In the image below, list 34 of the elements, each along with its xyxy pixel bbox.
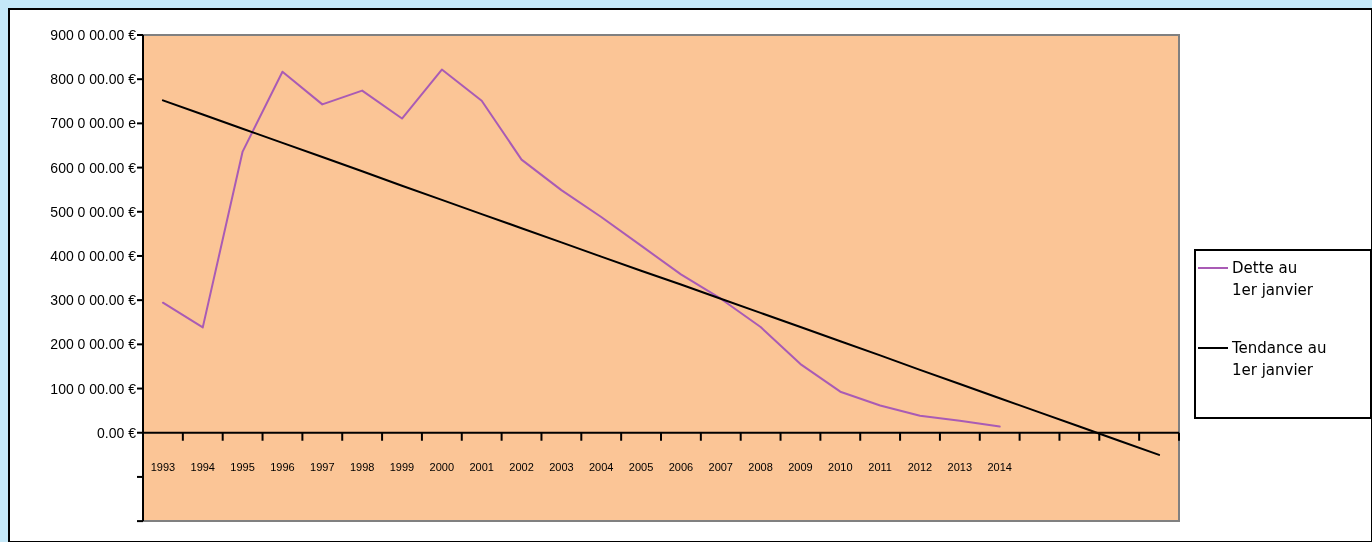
text: 200 0 00.00 € bbox=[50, 336, 137, 353]
text: 500 0 00.00 € bbox=[50, 203, 137, 220]
x-tick-label: 2006 bbox=[668, 460, 694, 473]
x-tick-label: 2010 bbox=[828, 460, 853, 473]
x-tick-label: 1998 bbox=[349, 460, 375, 473]
text: 700 0 00.00 e bbox=[50, 115, 137, 132]
x-tick-label: 2009 bbox=[788, 460, 813, 473]
x-tick-label: 2008 bbox=[748, 460, 773, 473]
x-tick-label: 2011 bbox=[868, 460, 892, 473]
x-tick-label: 2000 bbox=[429, 460, 455, 473]
x-tick-label: 2001 bbox=[469, 460, 494, 473]
x-tick-label: 1997 bbox=[310, 460, 335, 473]
legend-label: Tendance au 1er janvier bbox=[1231, 339, 1327, 379]
legend-label: Dette au 1er janvier bbox=[1232, 259, 1314, 299]
x-tick-label: 1994 bbox=[190, 460, 216, 473]
x-tick-label: 2004 bbox=[588, 460, 614, 473]
x-tick-label: 1993 bbox=[150, 460, 176, 473]
text: 900 0 00.00 € bbox=[50, 27, 137, 43]
text: 400 0 00.00 € bbox=[50, 247, 137, 264]
x-tick-label: 2013 bbox=[947, 460, 973, 473]
x-tick-label: 2007 bbox=[708, 460, 734, 473]
x-tick-label: 1995 bbox=[230, 460, 255, 473]
text: 300 0 00.00 € bbox=[50, 292, 137, 309]
x-tick-label: 2014 bbox=[987, 460, 1012, 473]
text: 800 0 00.00 € bbox=[50, 71, 137, 88]
x-tick-label: 2002 bbox=[509, 460, 534, 473]
x-tick-label: 1999 bbox=[389, 460, 415, 473]
text: 0.00 € bbox=[97, 424, 137, 441]
x-tick-label: 2005 bbox=[628, 460, 654, 473]
text: 100 0 00.00 € bbox=[50, 380, 137, 397]
x-tick-label: 2003 bbox=[549, 460, 574, 473]
x-tick-label: 2012 bbox=[907, 460, 933, 473]
x-tick-label: 1996 bbox=[270, 460, 295, 473]
text: 600 0 00.00 € bbox=[50, 159, 137, 176]
